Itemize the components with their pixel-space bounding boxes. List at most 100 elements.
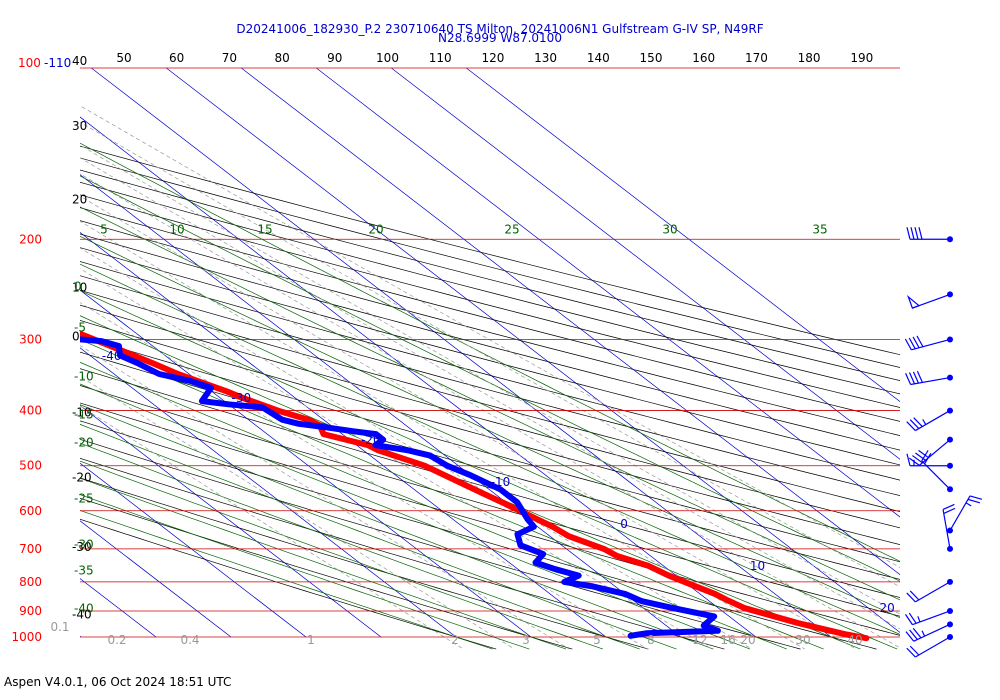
- pressure-label: 200: [19, 232, 42, 246]
- wind-barbs: [904, 227, 983, 658]
- grid-lines: [0, 67, 900, 650]
- theta-e-label: 35: [812, 222, 827, 236]
- wind-barb-flag: [918, 449, 929, 459]
- dry-adiabat-line: [80, 261, 900, 481]
- wind-barb-shaft: [915, 636, 951, 658]
- mixing-ratio-line: [80, 121, 900, 588]
- top-scale-label: 150: [640, 51, 663, 65]
- wind-barb-flag: [942, 503, 955, 511]
- isotherm-line: [80, 347, 457, 638]
- dry-adiabat-label: -30: [74, 537, 94, 551]
- wind-barb-flag: [912, 336, 920, 349]
- isotherm-label: -20: [361, 433, 381, 447]
- theta-e-line: [80, 383, 751, 650]
- dry-adiabat-line: [80, 497, 573, 650]
- pressure-label: 700: [19, 542, 42, 556]
- wind-barb-shaft: [942, 509, 951, 549]
- theta-e-label: 30: [662, 222, 677, 236]
- isotherm-line: [0, 68, 6, 637]
- dry-adiabat-line: [80, 518, 497, 650]
- dry-adiabat-line: [80, 275, 900, 497]
- height-label: 20: [72, 192, 87, 206]
- mixing-ratio-line: [80, 268, 713, 650]
- wind-barb-flag: [904, 338, 912, 351]
- pressure-label: 600: [19, 504, 42, 518]
- mixing-ratio-line: [80, 157, 900, 630]
- pressure-label: 500: [19, 459, 42, 473]
- dry-adiabat-label: -15: [74, 408, 94, 422]
- isotherm-label: -40: [102, 349, 122, 363]
- isotherm-line: [91, 67, 832, 638]
- mixing-ratio-line: [80, 144, 900, 615]
- isotherm-line: [166, 67, 900, 633]
- pressure-label: 900: [19, 604, 42, 618]
- wind-barb-half-flag: [922, 419, 927, 425]
- wind-barb-shaft: [915, 581, 951, 603]
- wind-barb-shaft: [918, 439, 951, 466]
- wind-barb-flag: [916, 370, 923, 383]
- mixing-ratio-line: [80, 405, 464, 650]
- wind-barb-flag: [914, 227, 919, 240]
- wind-barb-flag: [908, 372, 916, 385]
- pressure-label-top: 100: [18, 56, 41, 70]
- pressure-label: 300: [19, 332, 42, 346]
- isotherm-line: [80, 289, 532, 638]
- theta-e-label: 5: [100, 222, 108, 236]
- wind-barb-flag: [912, 371, 920, 384]
- isotherm-label: 0: [620, 517, 628, 531]
- height-label: 30: [72, 119, 87, 133]
- wind-barb-shaft: [915, 410, 951, 432]
- height-label: -10: [72, 406, 92, 420]
- dry-adiabat-line: [80, 438, 801, 650]
- height-label: 0: [72, 330, 80, 344]
- wind-barb-flag: [918, 227, 923, 240]
- wind-barb-flag: [924, 452, 932, 465]
- top-scale-label: 50: [116, 51, 131, 65]
- top-scale-label: 140: [587, 51, 610, 65]
- dry-adiabat-line: [80, 320, 900, 545]
- dry-adiabat-line: [80, 145, 900, 356]
- height-label: 40: [72, 54, 87, 68]
- dry-adiabat-line: [80, 385, 900, 617]
- theta-e-label: 20: [368, 222, 383, 236]
- wind-barb-flag: [913, 417, 923, 427]
- pressure-label: 400: [19, 404, 42, 418]
- mixing-ratio-label: 0.2: [107, 633, 126, 647]
- theta-e-line: [80, 494, 530, 650]
- wind-barb-shaft: [910, 376, 951, 386]
- height-label: -20: [72, 471, 92, 485]
- chart-footer: Aspen V4.0.1, 06 Oct 2024 18:51 UTC: [4, 675, 231, 689]
- wind-barb-flag: [906, 227, 911, 240]
- dry-adiabat-label: -40: [74, 601, 94, 615]
- mixing-ratio-line: [80, 195, 857, 650]
- dry-adiabat-line: [80, 247, 900, 466]
- top-scale-label: 190: [850, 51, 873, 65]
- theta-e-line: [80, 423, 677, 650]
- dry-adiabat-label: -5: [74, 320, 86, 334]
- isotherm-line: [80, 405, 382, 638]
- wind-barb-flag: [909, 419, 920, 429]
- wind-barb-shaft: [921, 460, 951, 490]
- wind-barb-flag: [908, 337, 916, 350]
- wind-barb-half-flag: [917, 616, 921, 623]
- wind-barb-pennant: [906, 294, 921, 309]
- dry-adiabat-line: [80, 233, 900, 451]
- sounding-profiles: [80, 330, 870, 642]
- theta-e-line: [80, 442, 640, 650]
- dry-adiabat-label: -10: [74, 370, 94, 384]
- top-scale-label: 130: [534, 51, 557, 65]
- dry-adiabat-label: -20: [74, 435, 94, 449]
- mixing-ratio-label: 12: [692, 633, 707, 647]
- wind-barb-flag: [943, 507, 956, 514]
- theta-e-line: [80, 263, 900, 635]
- dry-adiabat-label: -35: [74, 564, 94, 578]
- mixing-ratio-line: [80, 173, 900, 649]
- dry-adiabat-line: [80, 402, 900, 636]
- wind-barb-flag: [912, 627, 922, 639]
- theta-e-line: [80, 142, 900, 562]
- mixing-ratio-label: 30: [795, 633, 810, 647]
- dry-adiabat-line: [80, 477, 649, 650]
- wind-barb-shaft: [911, 338, 951, 351]
